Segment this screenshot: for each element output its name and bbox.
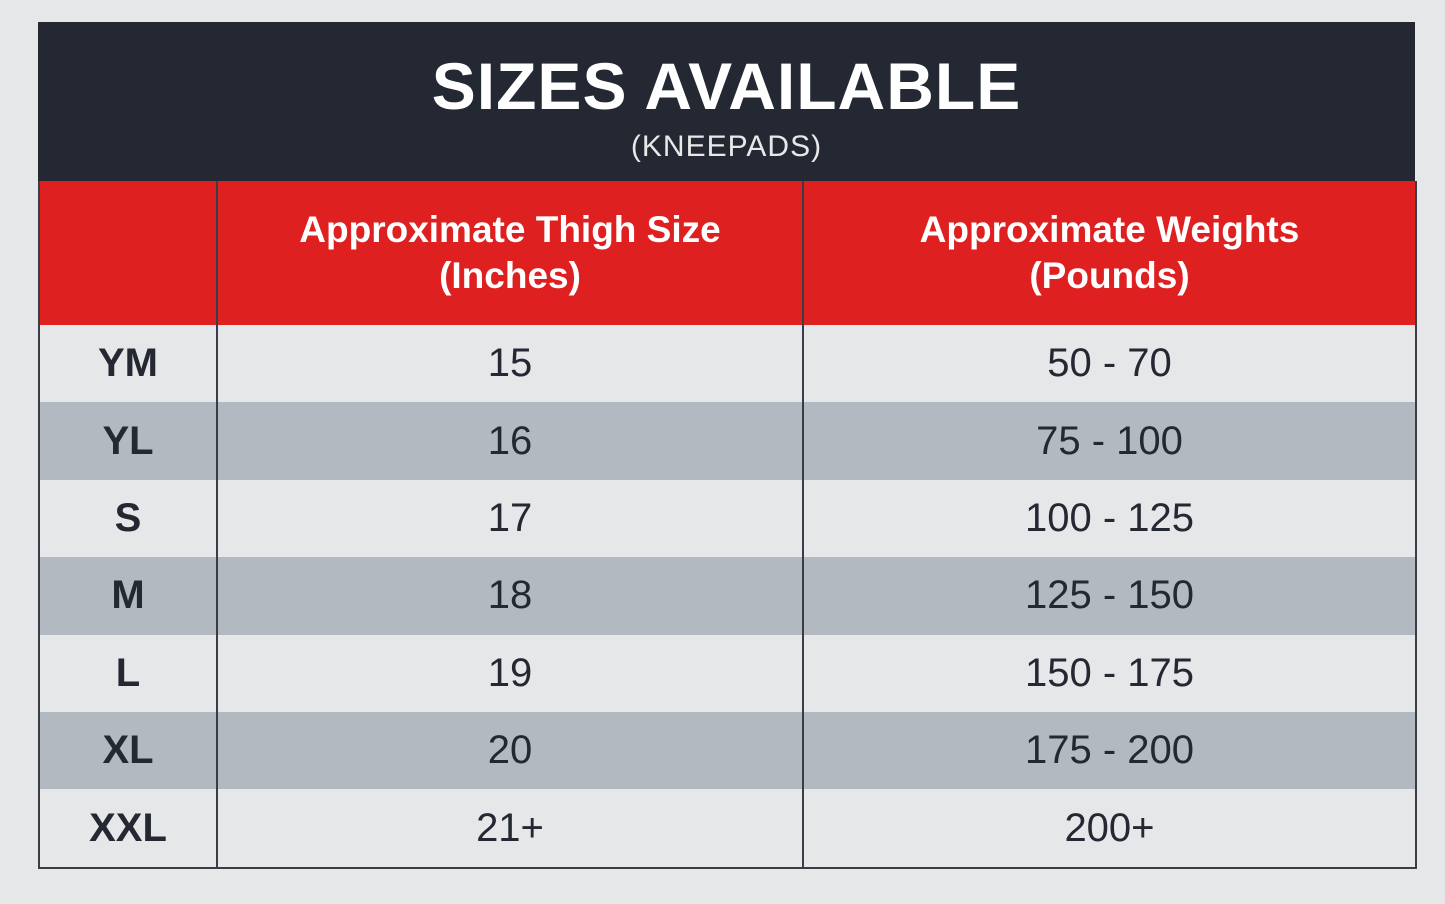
size-table: Approximate Thigh Size (Inches) Approxim… bbox=[38, 181, 1417, 869]
size-cell: XXL bbox=[40, 789, 218, 867]
size-cell: YM bbox=[40, 325, 218, 403]
thigh-size-cell: 18 bbox=[218, 557, 804, 635]
weight-cell: 150 - 175 bbox=[1024, 650, 1195, 695]
thigh-size-cell: 21+ bbox=[218, 789, 804, 867]
weight-cell: 100 - 125 bbox=[1024, 495, 1195, 540]
thigh-size-cell: 15 bbox=[218, 325, 804, 403]
table-header-row: Approximate Thigh Size (Inches) Approxim… bbox=[40, 181, 1415, 325]
size-cell: M bbox=[40, 557, 218, 635]
table-row: XXL 21+ 200+ bbox=[40, 789, 1415, 867]
weight-cell: 50 - 70 bbox=[1047, 341, 1172, 386]
page-subtitle: (KNEEPADS) bbox=[630, 130, 823, 163]
thigh-size-cell: 20 bbox=[218, 711, 804, 790]
thigh-size-cell: 16 bbox=[218, 402, 804, 480]
table-row: S 17 100 - 125 bbox=[40, 479, 1415, 558]
title-banner: SIZES AVAILABLE (KNEEPADS) bbox=[38, 22, 1415, 181]
header-size bbox=[40, 181, 218, 325]
thigh-size-cell: 17 bbox=[218, 479, 804, 558]
weight-cell: 175 - 200 bbox=[1024, 728, 1195, 773]
table-row: L 19 150 - 175 bbox=[40, 634, 1415, 712]
header-weights: Approximate Weights (Pounds) bbox=[919, 209, 1300, 296]
header-thigh-size: Approximate Thigh Size (Inches) bbox=[218, 181, 804, 325]
table-row: M 18 125 - 150 bbox=[40, 557, 1415, 635]
thigh-size-cell: 19 bbox=[218, 634, 804, 712]
weight-cell: 200+ bbox=[1064, 805, 1155, 850]
size-cell: S bbox=[40, 479, 218, 558]
weight-cell: 75 - 100 bbox=[1036, 418, 1183, 463]
table-row: XL 20 175 - 200 bbox=[40, 711, 1415, 790]
size-cell: XL bbox=[40, 711, 218, 790]
page-title: SIZES AVAILABLE bbox=[431, 49, 1022, 123]
size-cell: L bbox=[40, 634, 218, 712]
table-row: YL 16 75 - 100 bbox=[40, 402, 1415, 480]
table-row: YM 15 50 - 70 bbox=[40, 325, 1415, 403]
weight-cell: 125 - 150 bbox=[1024, 573, 1195, 618]
size-cell: YL bbox=[40, 402, 218, 480]
